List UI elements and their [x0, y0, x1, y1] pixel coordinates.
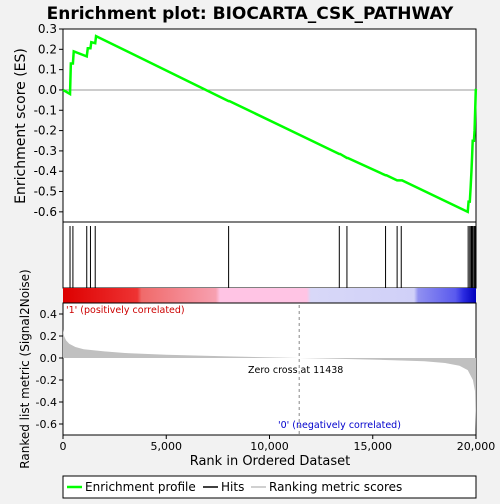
metric-panel — [62, 302, 477, 436]
metric-ytick-label: -0.2 — [36, 374, 57, 387]
legend-hits: Hits — [221, 480, 244, 494]
es-ytick-label: 0.1 — [38, 63, 57, 77]
chart-title: Enrichment plot: BIOCARTA_CSK_PATHWAY — [47, 4, 454, 24]
x-tick-label: 15,000 — [354, 440, 393, 453]
rank-color-bar — [63, 288, 476, 303]
es-ytick-label: -0.5 — [34, 185, 57, 199]
positive-correlation-label: '1' (positively correlated) — [66, 305, 185, 316]
es-ytick-label: -0.2 — [34, 124, 57, 138]
es-ytick-label: -0.1 — [34, 103, 57, 117]
zero-cross-label: Zero cross at 11438 — [248, 365, 343, 376]
es-panel — [62, 28, 477, 223]
es-ytick-label: 0.3 — [38, 22, 57, 36]
legend-enrichment-profile: Enrichment profile — [85, 480, 196, 494]
legend-box — [62, 475, 477, 499]
es-ytick-label: -0.3 — [34, 144, 57, 158]
x-axis-label: Rank in Ordered Dataset — [190, 454, 351, 469]
metric-ytick-label: 0.4 — [40, 308, 58, 321]
metric-ylabel: Ranked list metric (Signal2Noise) — [18, 269, 32, 468]
es-ytick-label: -0.6 — [34, 205, 57, 219]
x-tick-label: 0 — [60, 440, 67, 453]
legend-ranking-metric: Ranking metric scores — [269, 480, 402, 494]
hits-panel — [62, 221, 477, 289]
metric-ytick-label: 0.2 — [40, 330, 58, 343]
es-ylabel: Enrichment score (ES) — [13, 48, 29, 204]
metric-ytick-label: 0.0 — [40, 352, 58, 365]
metric-ytick-label: -0.6 — [36, 418, 57, 431]
es-ytick-label: 0.2 — [38, 42, 57, 56]
x-tick-label: 10,000 — [250, 440, 289, 453]
metric-ytick-label: -0.4 — [36, 396, 57, 409]
enrichment-profile-line — [62, 34, 478, 214]
es-ytick-label: -0.4 — [34, 164, 57, 178]
x-tick-label: 20,000 — [457, 440, 496, 453]
es-ytick-label: 0.0 — [38, 83, 57, 97]
negative-correlation-label: '0' (negatively correlated) — [278, 420, 401, 431]
x-tick-label: 5,000 — [151, 440, 183, 453]
